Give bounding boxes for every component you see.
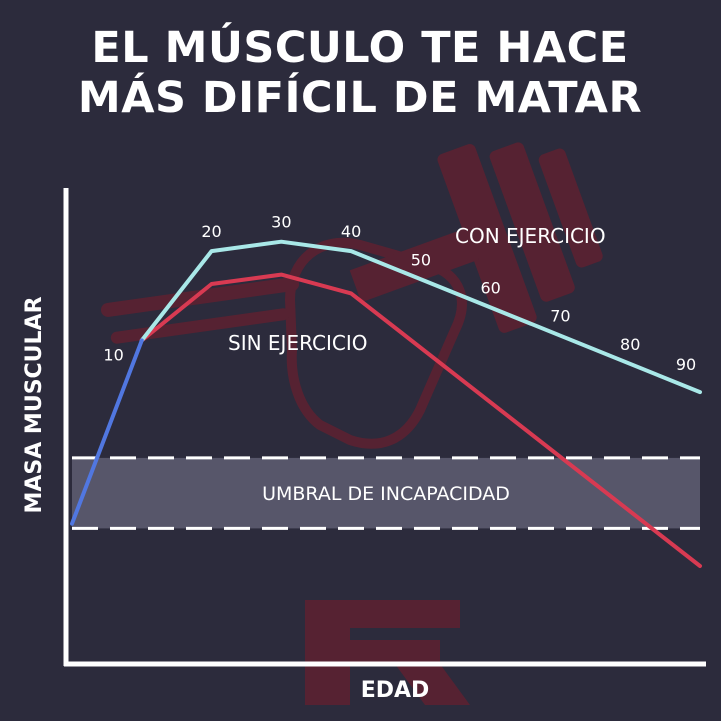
- watermark-fist: [284, 237, 467, 449]
- series-line-con-ejercicio: [139, 239, 702, 395]
- age-label-10: 10: [103, 345, 123, 364]
- x-axis-title: EDAD: [361, 678, 430, 703]
- age-label-30: 30: [271, 213, 291, 232]
- age-label-20: 20: [201, 222, 221, 241]
- watermark-dumbbell: [349, 142, 603, 333]
- series-label-con-ejercicio: CON EJERCICIO: [455, 224, 606, 248]
- title-line-2: MÁS DIFÍCIL DE MATAR: [78, 72, 642, 123]
- age-label-70: 70: [550, 307, 570, 326]
- y-axis-title: MASA MUSCULAR: [22, 296, 47, 513]
- threshold-label: UMBRAL DE INCAPACIDAD: [262, 483, 510, 505]
- watermark-logo: [100, 142, 603, 705]
- threshold-band: [72, 457, 700, 529]
- age-label-90: 90: [676, 355, 696, 374]
- age-label-50: 50: [411, 250, 431, 269]
- series-label-sin-ejercicio: SIN EJERCICIO: [228, 331, 367, 355]
- watermark-streak: [100, 277, 300, 317]
- series-line-sin-ejercicio: [139, 272, 702, 568]
- age-label-80: 80: [620, 335, 640, 354]
- age-label-40: 40: [341, 222, 361, 241]
- growth-line: [70, 338, 144, 526]
- title-line-1: EL MÚSCULO TE HACE: [91, 22, 628, 73]
- watermark-r-logo: [305, 600, 470, 705]
- age-label-60: 60: [480, 279, 500, 298]
- watermark-streak: [110, 308, 290, 344]
- age-labels: 10 20 30 40 50 60 70 80 90: [103, 213, 696, 374]
